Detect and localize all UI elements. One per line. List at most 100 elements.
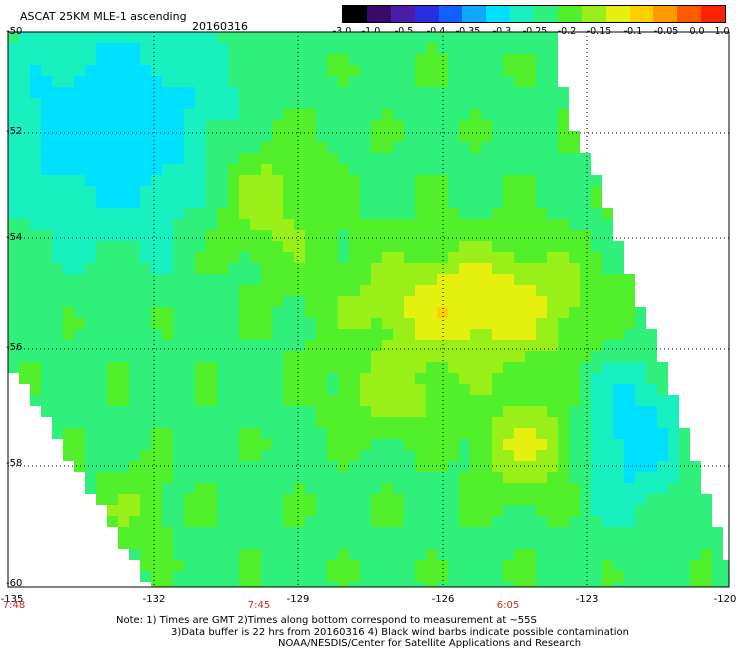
swath-cell xyxy=(657,582,668,587)
swath-cell xyxy=(239,109,250,120)
swath-cell xyxy=(514,65,525,76)
swath-cell xyxy=(349,285,360,296)
swath-cell xyxy=(558,98,569,109)
swath-cell xyxy=(492,164,503,175)
swath-cell xyxy=(118,263,129,274)
swath-cell xyxy=(74,296,85,307)
swath-cell xyxy=(470,395,481,406)
swath-cell xyxy=(173,483,184,494)
swath-cell xyxy=(404,208,415,219)
swath-cell xyxy=(239,87,250,98)
swath-cell xyxy=(514,527,525,538)
swath-cell xyxy=(129,494,140,505)
swath-cell xyxy=(514,87,525,98)
swath-cell xyxy=(349,461,360,472)
swath-cell xyxy=(261,98,272,109)
swath-cell xyxy=(371,417,382,428)
swath-cell xyxy=(426,241,437,252)
swath-cell xyxy=(448,406,459,417)
swath-cell xyxy=(173,527,184,538)
swath-cell xyxy=(206,307,217,318)
swath-cell xyxy=(283,571,294,582)
swath-cell xyxy=(701,582,712,587)
swath-cell xyxy=(580,483,591,494)
swath-cell xyxy=(371,527,382,538)
swath-cell xyxy=(371,307,382,318)
swath-cell xyxy=(195,417,206,428)
swath-cell xyxy=(613,362,624,373)
swath-cell xyxy=(349,296,360,307)
swath-cell xyxy=(107,98,118,109)
swath-cell xyxy=(492,340,503,351)
swath-cell xyxy=(118,461,129,472)
swath-cell xyxy=(558,120,569,131)
swath-cell xyxy=(591,483,602,494)
swath-cell xyxy=(283,362,294,373)
swath-cell xyxy=(459,109,470,120)
swath-cell xyxy=(547,98,558,109)
swath-cell xyxy=(250,582,261,587)
swath-cell xyxy=(448,329,459,340)
swath-cell xyxy=(74,208,85,219)
swath-cell xyxy=(371,263,382,274)
swath-cell xyxy=(96,230,107,241)
swath-cell xyxy=(52,263,63,274)
swath-cell xyxy=(74,142,85,153)
swath-cell xyxy=(129,175,140,186)
swath-cell xyxy=(217,549,228,560)
swath-cell xyxy=(360,43,371,54)
swath-cell xyxy=(679,483,690,494)
swath-cell xyxy=(338,307,349,318)
swath-cell xyxy=(492,274,503,285)
swath-cell xyxy=(239,263,250,274)
swath-cell xyxy=(668,571,679,582)
swath-cell xyxy=(217,241,228,252)
swath-cell xyxy=(305,219,316,230)
swath-cell xyxy=(547,109,558,120)
swath-cell xyxy=(382,109,393,120)
swath-cell xyxy=(371,384,382,395)
swath-cell xyxy=(514,318,525,329)
swath-cell xyxy=(206,450,217,461)
swath-cell xyxy=(283,439,294,450)
lat-label-54: -54 xyxy=(6,232,23,243)
swath-cell xyxy=(382,296,393,307)
swath-cell xyxy=(228,494,239,505)
swath-cell xyxy=(195,241,206,252)
swath-cell xyxy=(316,329,327,340)
swath-cell xyxy=(316,285,327,296)
swath-cell xyxy=(459,505,470,516)
swath-cell xyxy=(250,571,261,582)
swath-cell xyxy=(206,483,217,494)
swath-cell xyxy=(569,450,580,461)
swath-cell xyxy=(85,428,96,439)
swath-cell xyxy=(151,274,162,285)
swath-cell xyxy=(382,406,393,417)
swath-cell xyxy=(503,351,514,362)
swath-cell xyxy=(591,208,602,219)
swath-cell xyxy=(305,241,316,252)
swath-cell xyxy=(382,461,393,472)
swath-cell xyxy=(481,65,492,76)
swath-cell xyxy=(85,65,96,76)
swath-cell xyxy=(74,109,85,120)
swath-cell xyxy=(173,450,184,461)
swath-cell xyxy=(162,406,173,417)
swath-cell xyxy=(305,98,316,109)
swath-cell xyxy=(426,230,437,241)
swath-cell xyxy=(283,54,294,65)
swath-cell xyxy=(690,549,701,560)
swath-cell xyxy=(96,252,107,263)
swath-cell xyxy=(635,351,646,362)
swath-cell xyxy=(195,483,206,494)
swath-cell xyxy=(613,351,624,362)
swath-cell xyxy=(85,450,96,461)
swath-cell xyxy=(162,417,173,428)
swath-cell xyxy=(162,54,173,65)
swath-cell xyxy=(52,274,63,285)
swath-cell xyxy=(30,373,41,384)
swath-cell xyxy=(338,175,349,186)
swath-cell xyxy=(613,307,624,318)
swath-cell xyxy=(547,208,558,219)
swath-cell xyxy=(173,439,184,450)
